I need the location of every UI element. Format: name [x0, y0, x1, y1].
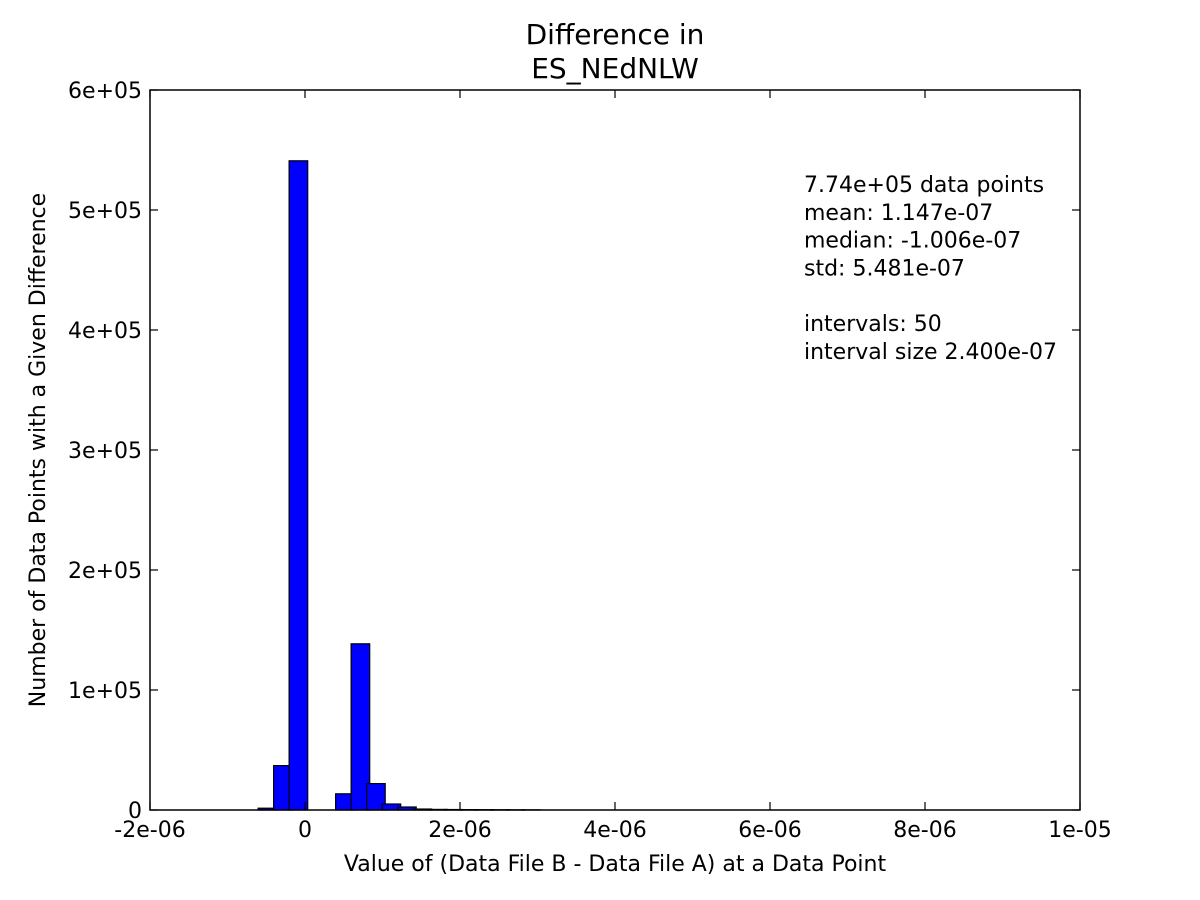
stats-line: median: -1.006e-07: [804, 229, 1021, 254]
x-tick-label: 8e-06: [893, 818, 956, 843]
x-tick-label: 1e-05: [1048, 818, 1111, 843]
x-tick-label: -2e-06: [114, 818, 185, 843]
histogram-bar: [288, 160, 309, 811]
x-tick-label: 0: [298, 818, 312, 843]
y-tick-label: 5e+05: [68, 199, 142, 224]
x-tick-label: 4e-06: [583, 818, 646, 843]
stats-line: std: 5.481e-07: [804, 256, 965, 281]
chart-title-line: Difference in: [526, 18, 705, 51]
x-tick-label: 2e-06: [428, 818, 491, 843]
stats-line: intervals: 50: [804, 312, 942, 337]
stats-line: interval size 2.400e-07: [804, 340, 1057, 365]
y-tick-label: 1e+05: [68, 679, 142, 704]
stats-line: mean: 1.147e-07: [804, 201, 993, 226]
chart-title-line: ES_NEdNLW: [531, 52, 699, 85]
y-tick-label: 4e+05: [68, 319, 142, 344]
y-tick-label: 0: [128, 799, 142, 824]
y-tick-label: 2e+05: [68, 559, 142, 584]
stats-annotation: 7.74e+05 data points mean: 1.147e-07 media…: [804, 173, 1057, 365]
y-axis-ticks: 0 1e+05 2e+05 3e+05 4e+05 5e+05 6e+05: [68, 79, 1080, 824]
x-tick-label: 6e-06: [738, 818, 801, 843]
y-axis-label: Number of Data Points with a Given Diffe…: [26, 193, 51, 707]
y-tick-label: 3e+05: [68, 439, 142, 464]
x-axis-ticks: -2e-06 0 2e-06 4e-06 6e-06 8e-06 1e-05: [114, 90, 1112, 843]
stats-line: 7.74e+05 data points: [804, 173, 1044, 198]
y-tick-label: 6e+05: [68, 79, 142, 104]
x-axis-label: Value of (Data File B - Data File A) at …: [344, 852, 887, 877]
histogram-bars: [257, 160, 541, 811]
